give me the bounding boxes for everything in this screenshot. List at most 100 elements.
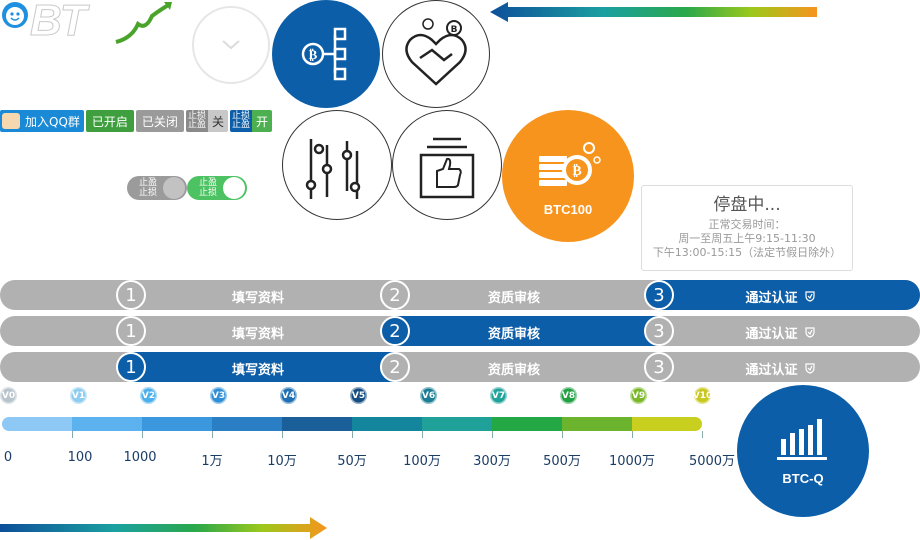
vip-progress-segment	[562, 417, 632, 431]
vip-level-badge: V6	[420, 387, 437, 404]
tp-sl-on-line1: 止损	[231, 111, 250, 121]
bitcoin-network-icon: ₿	[301, 27, 347, 81]
btcq-label: BTC-Q	[782, 470, 824, 486]
step-number-circle: 1	[116, 316, 146, 346]
vip-tick	[492, 431, 493, 438]
vip-progress-segment	[352, 417, 422, 431]
vip-threshold-label: 100	[67, 450, 93, 465]
vip-threshold-label: 1000万	[608, 454, 656, 469]
chevron-down-icon	[222, 40, 240, 50]
step-label: 资质审核	[474, 323, 554, 342]
step-label: 填写资料	[218, 287, 298, 306]
vip-threshold-label: 100万	[403, 454, 441, 469]
vip-tick	[72, 431, 73, 438]
switch-on-line1: 止盈	[199, 178, 218, 188]
step-label: 资质审核	[474, 359, 554, 378]
vip-progress-segment	[422, 417, 492, 431]
qq-people-icon	[2, 113, 20, 129]
step-label-text: 填写资料	[231, 327, 284, 342]
step-label: 通过认证	[730, 287, 830, 306]
vip-threshold-label: 0	[3, 450, 13, 465]
tp-sl-toggle-off[interactable]: 止损 止盈 关	[185, 110, 228, 132]
tp-sl-toggle-on[interactable]: 止损 止盈 开	[229, 110, 272, 132]
step-label: 通过认证	[730, 323, 830, 342]
notice-title: 停盘中...	[713, 195, 781, 215]
vip-tick	[142, 431, 143, 438]
vip-progress-segment	[72, 417, 142, 431]
vip-level-badge: V10	[693, 387, 712, 404]
vip-tick	[282, 431, 283, 438]
tp-sl-off-line2: 止盈	[187, 120, 206, 130]
notice-line1: 正常交易时间：	[708, 218, 786, 231]
step-label-text: 通过认证	[745, 327, 798, 342]
btcq-circle[interactable]: BTC-Q	[737, 385, 869, 517]
vip-level-badge: V2	[140, 387, 157, 404]
tp-sl-on-state: 开	[251, 110, 272, 132]
shield-check-icon	[804, 291, 815, 302]
trading-closed-notice: 停盘中... 正常交易时间： 周一至周五上午9:15-11:30 下午13:00…	[641, 185, 853, 271]
shield-check-icon	[804, 363, 815, 374]
svg-text:₿: ₿	[309, 48, 318, 63]
step-label-text: 通过认证	[745, 363, 798, 378]
vip-level-badge: V3	[210, 387, 227, 404]
step-progress-bar	[0, 352, 920, 382]
vip-level-badge: V0	[0, 387, 17, 404]
logo-text: BT	[30, 0, 88, 46]
vip-level-badge: V8	[560, 387, 577, 404]
step-number-circle: 3	[644, 352, 674, 382]
step-number-circle: 1	[116, 352, 146, 382]
vip-tick	[702, 431, 703, 438]
svg-text:B: B	[451, 25, 458, 35]
closed-button[interactable]: 已关闭	[135, 110, 184, 132]
step-label-text: 填写资料	[231, 291, 284, 306]
vip-threshold-label: 1万	[201, 454, 223, 469]
bitcoin-handshake-icon: B	[405, 18, 467, 86]
qq-toolbar: 加入QQ群 已开启 已关闭 止损 止盈 关 止损 止盈 开	[0, 110, 272, 132]
switch-on-line2: 止损	[199, 188, 218, 198]
switch-off-knob	[163, 177, 185, 199]
active-step-highlight	[131, 352, 395, 382]
vip-progress-segment	[2, 417, 72, 431]
vip-level-badge: V1	[70, 387, 87, 404]
tp-sl-on-line2: 止盈	[231, 120, 250, 130]
vip-threshold-label: 300万	[473, 454, 511, 469]
step-label-text: 资质审核	[487, 327, 540, 342]
gradient-arrow-top	[490, 2, 817, 22]
opened-button[interactable]: 已开启	[85, 110, 134, 132]
step-number-circle: 3	[644, 280, 674, 310]
thumbs-up-circle[interactable]	[392, 110, 502, 220]
sliders-icon	[305, 139, 361, 199]
step-label: 资质审核	[474, 287, 554, 306]
robot-logo-icon	[2, 2, 28, 28]
step-label-text: 资质审核	[487, 291, 540, 306]
vip-level-badge: V5	[350, 387, 367, 404]
vip-progress-segment	[492, 417, 562, 431]
switch-on-knob	[223, 177, 245, 199]
blockchain-circle[interactable]: ₿	[272, 0, 380, 108]
step-number-circle: 2	[380, 316, 410, 346]
join-qq-label: 加入QQ群	[25, 114, 80, 129]
notice-line2: 周一至周五上午9:15-11:30	[678, 232, 816, 245]
vip-tick	[352, 431, 353, 438]
btc100-circle[interactable]: ₿ BTC100	[502, 110, 634, 242]
vip-progress-segment	[142, 417, 212, 431]
tp-sl-switch-on[interactable]: 止盈 止损	[187, 176, 247, 200]
join-qq-button[interactable]: 加入QQ群	[0, 110, 84, 132]
vip-progress-segment	[632, 417, 702, 431]
notice-line3: 下午13:00-15:15（法定节假日除外）	[652, 246, 842, 259]
tp-sl-switch-off[interactable]: 止盈 止损	[127, 176, 187, 200]
step-progress-bar	[0, 280, 920, 310]
handshake-circle[interactable]: B	[382, 0, 490, 108]
gradient-arrow-bottom	[0, 517, 327, 539]
tp-sl-off-state: 关	[207, 110, 228, 132]
active-step-highlight	[395, 316, 659, 346]
sliders-circle[interactable]	[282, 110, 392, 220]
step-label: 通过认证	[730, 359, 830, 378]
tp-sl-off-line1: 止损	[187, 111, 206, 121]
chevron-circle[interactable]	[192, 6, 270, 84]
shield-check-icon	[804, 327, 815, 338]
step-number-circle: 2	[380, 280, 410, 310]
vip-tick	[562, 431, 563, 438]
step-number-circle: 3	[644, 316, 674, 346]
active-step-highlight	[659, 280, 920, 310]
